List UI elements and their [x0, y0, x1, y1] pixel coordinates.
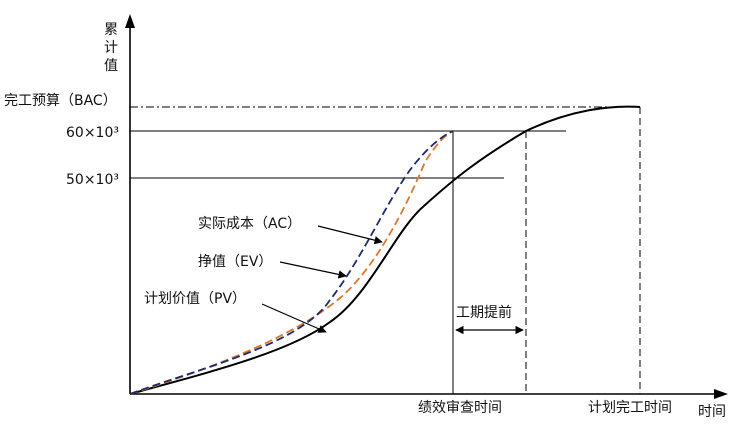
y-axis-label-char-3: 值: [104, 58, 118, 74]
y-axis-label-char-2: 计: [104, 40, 118, 56]
pv-curve: [129, 105, 641, 395]
bac-label: 完工预算（BAC）: [4, 93, 117, 109]
y-axis-arrow-icon: [125, 14, 135, 28]
ac-leader-arrow: [317, 225, 383, 245]
ev-curve: [129, 130, 454, 395]
x-axis-label: 时间: [698, 404, 726, 420]
ev-label: 挣值（EV）: [198, 254, 272, 270]
pv-label: 计划价值（PV）: [144, 291, 246, 307]
level-50-label: 50×10³: [66, 172, 119, 188]
x-axis-arrow-icon: [714, 389, 728, 399]
planned-finish-label: 计划完工时间: [588, 400, 672, 416]
ev-leader-arrow: [279, 261, 347, 279]
ac-label: 实际成本（AC）: [198, 216, 301, 232]
review-time-label: 绩效审查时间: [418, 400, 502, 416]
level-60-label: 60×10³: [66, 125, 119, 141]
schedule-ahead-label: 工期提前: [456, 304, 512, 321]
ac-curve: [129, 130, 454, 395]
y-axis-label-char-1: 累: [104, 22, 118, 38]
pv-leader-arrow: [261, 303, 327, 333]
